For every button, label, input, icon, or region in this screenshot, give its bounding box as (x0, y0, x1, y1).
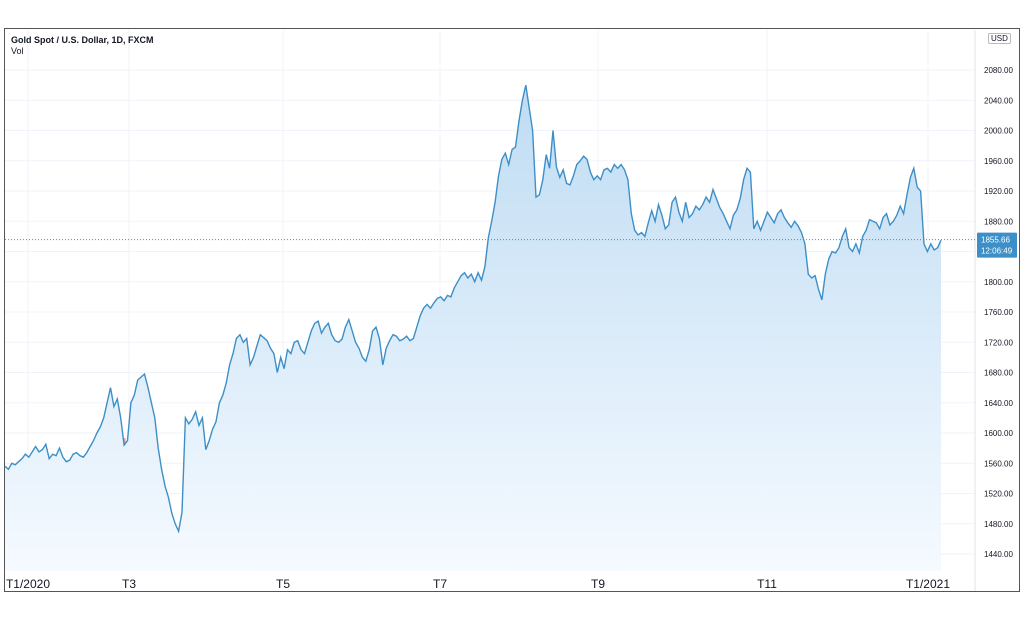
y-tick-label: 1720.00 (984, 338, 1013, 347)
y-tick-label: 1640.00 (984, 399, 1013, 408)
price-line (4, 84, 942, 534)
y-tick-label: 1600.00 (984, 429, 1013, 438)
y-tick-label: 1960.00 (984, 157, 1013, 166)
last-price-countdown: 12:06:49 (981, 247, 1013, 256)
x-tick-label: T7 (433, 577, 447, 591)
y-tick-label: 1480.00 (984, 520, 1013, 529)
volume-legend-label: Vol (11, 46, 24, 56)
last-price-badge: 1855.66 12:06:49 (977, 232, 1017, 258)
y-tick-label: 1760.00 (984, 308, 1013, 317)
y-tick-label: 2040.00 (984, 96, 1013, 105)
y-tick-label: 1440.00 (984, 550, 1013, 559)
chart-frame (4, 28, 1020, 592)
currency-badge[interactable]: USD (988, 33, 1011, 44)
last-price-badge-bg (977, 232, 1017, 258)
y-tick-label: 2000.00 (984, 127, 1013, 136)
x-tick-label: T11 (757, 577, 777, 591)
y-tick-label: 1800.00 (984, 278, 1013, 287)
y-tick-label: 2080.00 (984, 66, 1013, 75)
price-axis[interactable]: 1440.00 1480.00 1520.00 1560.00 1600.00 1640.… (984, 66, 1013, 559)
y-tick-label: 1520.00 (984, 490, 1013, 499)
x-tick-label: T3 (122, 577, 136, 591)
x-tick-label: T5 (276, 577, 290, 591)
x-tick-label: T9 (591, 577, 605, 591)
x-tick-label: T1/2020 (6, 577, 50, 591)
time-axis[interactable]: T1/2020 T3 T5 T7 T9 T11 T1/2021 (6, 577, 950, 591)
last-price-value: 1855.66 (981, 236, 1010, 245)
y-tick-label: 1880.00 (984, 217, 1013, 226)
symbol-title: Gold Spot / U.S. Dollar, 1D, FXCM (11, 35, 154, 45)
y-tick-label: 1560.00 (984, 459, 1013, 468)
y-tick-label: 1920.00 (984, 187, 1013, 196)
x-tick-label: T1/2021 (906, 577, 950, 591)
y-tick-label: 1680.00 (984, 369, 1013, 378)
price-area (5, 85, 941, 571)
